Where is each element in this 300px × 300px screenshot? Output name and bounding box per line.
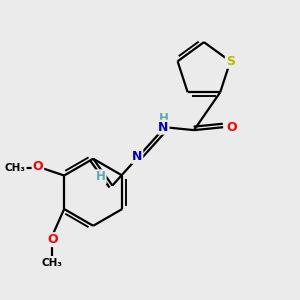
Text: S: S xyxy=(226,55,235,68)
Text: O: O xyxy=(226,121,237,134)
Text: N: N xyxy=(158,121,169,134)
Text: O: O xyxy=(47,233,58,246)
Text: CH₃: CH₃ xyxy=(42,258,63,268)
Text: H: H xyxy=(158,112,168,125)
Text: CH₃: CH₃ xyxy=(5,163,26,173)
Text: N: N xyxy=(132,150,142,163)
Text: H: H xyxy=(96,170,106,183)
Text: O: O xyxy=(33,160,43,173)
